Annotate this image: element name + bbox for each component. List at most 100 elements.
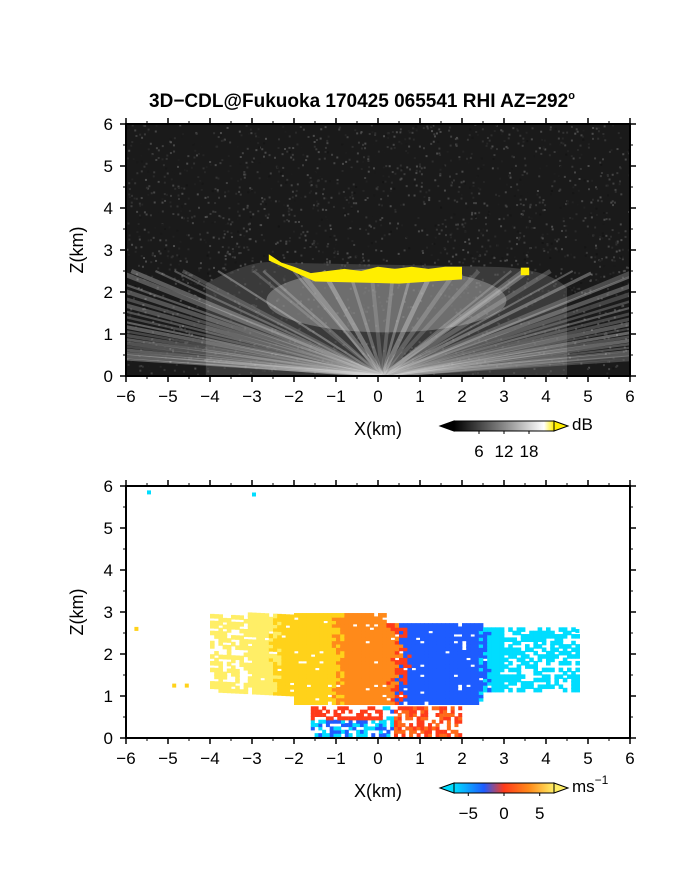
x-tick-label: 5	[583, 387, 592, 406]
x-tick-label: 1	[415, 387, 424, 406]
y-axis-label: Z(km)	[67, 227, 87, 274]
x-tick-label: 4	[541, 749, 550, 768]
radial-beam	[381, 300, 630, 376]
saturated-echo-band	[268, 254, 462, 284]
colorbar-low-arrow	[438, 782, 455, 794]
y-tick-label: 4	[104, 199, 113, 218]
reflectivity-field	[126, 124, 630, 376]
colorbar-tick-label: 12	[495, 442, 514, 461]
doppler-panel: −6 −5 −4 −3 −2 −1 0 1 2 3 4 5 6 0 1 2 3 4 5 6 X(km) Z(km) −5 0 5…	[67, 477, 636, 823]
y-tick-label: 1	[104, 325, 113, 344]
x-tick-label: 3	[499, 749, 508, 768]
y-tick-label: 6	[104, 477, 113, 496]
radial-beam	[381, 331, 630, 376]
radial-beam	[292, 270, 384, 376]
x-tick-label: −3	[242, 749, 261, 768]
x-tick-label: 6	[625, 749, 634, 768]
x-tick-label: −3	[242, 387, 261, 406]
y-tick-label: 2	[104, 283, 113, 302]
radial-beam	[181, 269, 384, 376]
radial-beam	[381, 335, 630, 376]
y-tick-label: 6	[104, 115, 113, 134]
radial-beam	[380, 269, 481, 376]
x-tick-label: −5	[158, 387, 177, 406]
x-tick-label: −2	[284, 387, 303, 406]
x-tick-label: 4	[541, 387, 550, 406]
radial-beam	[126, 310, 383, 376]
x-tick-label: 3	[499, 387, 508, 406]
y-tick-label: 3	[104, 241, 113, 260]
radial-beam	[381, 275, 630, 376]
radial-beam	[381, 269, 552, 376]
radial-beam	[381, 306, 630, 376]
radial-beam	[380, 269, 525, 376]
stray-pixel	[134, 626, 139, 631]
radial-beam	[381, 270, 512, 376]
colorbar	[453, 420, 555, 432]
radial-beam	[381, 312, 630, 376]
y-tick-label: 4	[104, 561, 113, 580]
y-tick-label: 5	[104, 157, 113, 176]
x-tick-label: −2	[284, 749, 303, 768]
radial-beam	[382, 358, 630, 376]
radial-beam	[174, 270, 383, 376]
x-tick-label: 0	[373, 749, 382, 768]
figure-title: 3D−CDL@Fukuoka 170425 065541 RHI AZ=292o	[149, 90, 575, 112]
radial-beam	[126, 333, 383, 376]
radial-beam	[347, 270, 384, 376]
y-tick-label: 0	[104, 367, 113, 386]
radial-beam	[126, 283, 383, 376]
x-tick-label: −1	[326, 387, 345, 406]
radial-beam	[126, 354, 383, 376]
colorbar-unit-label: dB	[572, 415, 593, 434]
radial-beam	[382, 346, 630, 376]
radial-beam	[126, 297, 383, 376]
y-tick-label: 0	[104, 729, 113, 748]
colorbar-unit-label: ms−1	[572, 773, 609, 796]
radial-beam	[381, 270, 574, 376]
x-tick-label: 2	[457, 387, 466, 406]
x-tick-label: −4	[200, 387, 219, 406]
x-tick-label: −4	[200, 749, 219, 768]
radial-beam	[126, 341, 383, 376]
stray-pixel	[184, 683, 189, 688]
radial-beam	[126, 330, 383, 376]
radial-beam	[369, 270, 385, 376]
radial-beam	[382, 349, 630, 376]
radial-beam	[126, 315, 383, 376]
radial-beam	[252, 269, 384, 376]
radial-beam	[262, 270, 384, 376]
radial-beam	[126, 325, 383, 376]
radial-beam	[126, 289, 383, 376]
echo-layer	[205, 262, 568, 376]
radial-beam	[382, 342, 630, 376]
colorbar	[453, 782, 555, 794]
radial-beam	[130, 269, 384, 376]
radial-beam	[126, 303, 383, 376]
colorbar-high-arrow	[553, 782, 570, 794]
radial-beam	[126, 351, 383, 376]
radial-beam	[381, 317, 630, 376]
radial-beam	[382, 355, 630, 376]
colorbar-tick-label: −5	[459, 804, 478, 823]
radial-beam	[126, 272, 384, 376]
stray-pixel	[252, 492, 256, 497]
radial-beam	[381, 321, 630, 376]
radial-beam	[126, 358, 383, 376]
radial-beam	[381, 270, 630, 376]
radial-beam	[381, 338, 630, 376]
colorbar-tick-label: 0	[499, 804, 508, 823]
radial-beam	[381, 283, 630, 376]
x-tick-label: 0	[373, 387, 382, 406]
colorbar-high-arrow	[553, 420, 570, 432]
x-tick-label: −6	[116, 749, 135, 768]
radial-beam	[297, 269, 385, 376]
colorbar-tick-label: 6	[474, 442, 483, 461]
colorbar-tick-label: 5	[535, 804, 544, 823]
radial-beam	[321, 269, 385, 376]
radial-beam	[217, 270, 383, 376]
radial-beam	[382, 327, 630, 376]
radial-beam	[126, 338, 383, 376]
